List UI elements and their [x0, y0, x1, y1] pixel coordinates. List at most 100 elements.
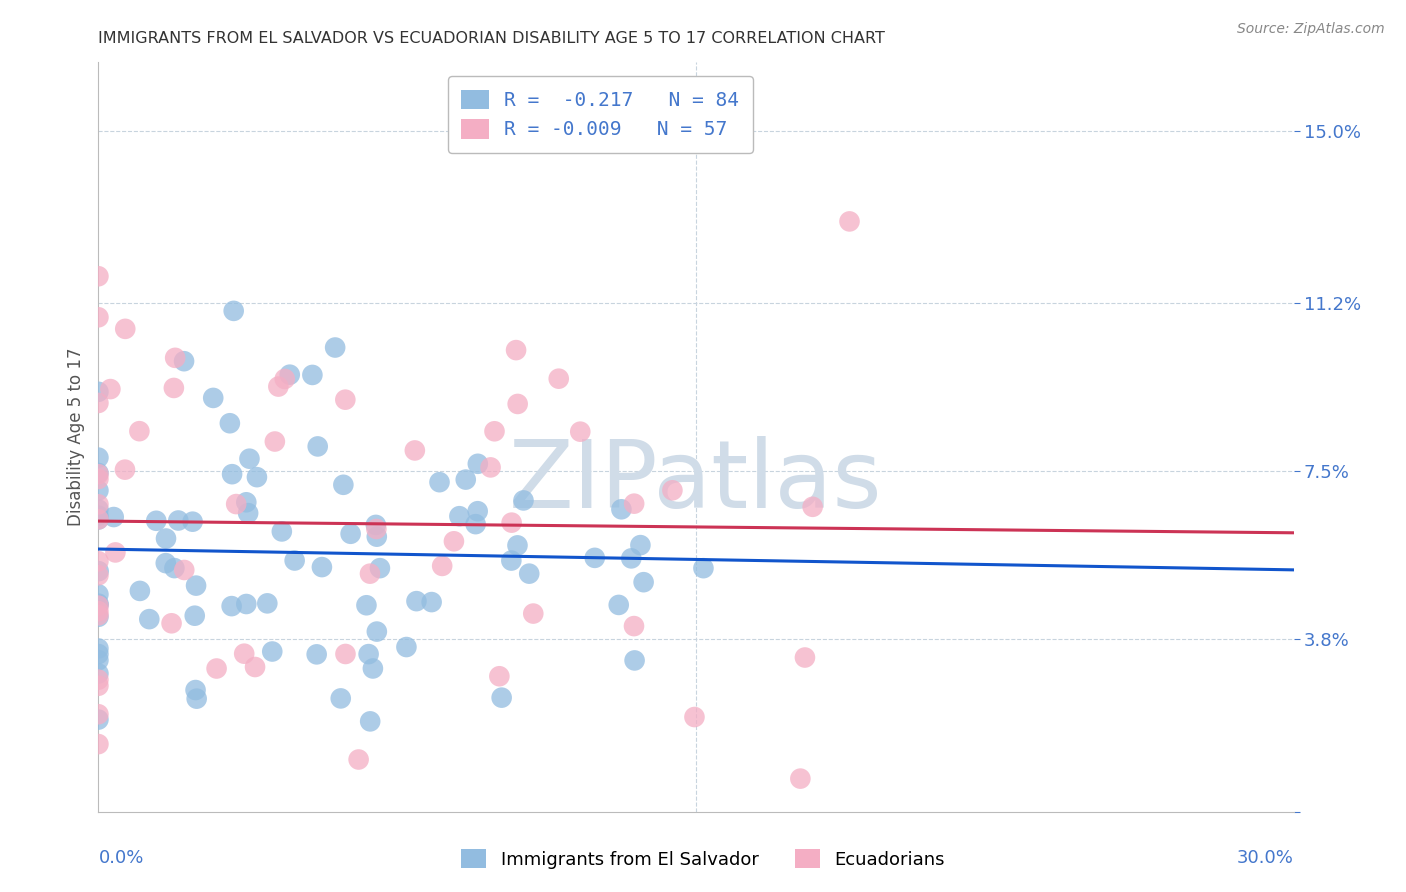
Point [87, 508, 110, 523]
Point [339, 526, 361, 541]
Point [405, 594, 427, 608]
Point [838, 214, 860, 228]
Point [262, 644, 284, 658]
Point [256, 596, 278, 610]
Point [505, 343, 527, 357]
Point [347, 752, 370, 766]
Point [87, 384, 110, 399]
Point [202, 391, 225, 405]
Point [87, 483, 110, 498]
Point [160, 616, 183, 631]
Point [361, 661, 384, 675]
Point [87, 512, 110, 526]
Point [128, 424, 150, 438]
Point [87, 564, 110, 578]
Point [801, 500, 824, 514]
Point [87, 641, 110, 656]
Point [221, 467, 243, 482]
Point [104, 545, 127, 559]
Point [184, 579, 207, 593]
Point [225, 497, 247, 511]
Point [87, 609, 110, 624]
Point [305, 648, 328, 662]
Point [620, 551, 643, 566]
Point [420, 595, 443, 609]
Point [661, 483, 683, 498]
Point [128, 583, 150, 598]
Point [87, 713, 110, 727]
Point [87, 587, 110, 601]
Text: Source: ZipAtlas.com: Source: ZipAtlas.com [1237, 22, 1385, 37]
Point [467, 504, 489, 518]
Point [103, 510, 125, 524]
Point [167, 514, 190, 528]
Point [87, 396, 110, 410]
Point [100, 382, 122, 396]
Point [114, 463, 136, 477]
Point [307, 439, 329, 453]
Point [356, 599, 378, 613]
Point [789, 772, 811, 786]
Point [484, 424, 506, 438]
Point [87, 679, 110, 693]
Point [155, 532, 177, 546]
Point [274, 372, 297, 386]
Text: ZIPatlas: ZIPatlas [509, 436, 883, 528]
Point [501, 516, 523, 530]
Point [205, 661, 228, 675]
Point [357, 647, 380, 661]
Point [87, 707, 110, 722]
Point [454, 473, 477, 487]
Point [87, 310, 110, 325]
Text: 30.0%: 30.0% [1237, 849, 1294, 867]
Point [87, 450, 110, 465]
Point [284, 553, 307, 567]
Point [184, 608, 207, 623]
Point [165, 351, 187, 365]
Point [633, 575, 655, 590]
Point [335, 647, 357, 661]
Point [163, 381, 186, 395]
Point [359, 566, 381, 581]
Point [114, 322, 136, 336]
Point [236, 506, 259, 520]
Point [366, 522, 388, 536]
Point [235, 597, 257, 611]
Point [623, 653, 645, 667]
Point [583, 550, 606, 565]
Point [610, 502, 633, 516]
Point [623, 497, 645, 511]
Y-axis label: Disability Age 5 to 17: Disability Age 5 to 17 [66, 348, 84, 526]
Point [87, 673, 110, 687]
Point [87, 512, 110, 526]
Point [488, 669, 510, 683]
Point [87, 597, 110, 611]
Point [263, 434, 285, 449]
Point [359, 714, 381, 729]
Point [404, 443, 426, 458]
Point [491, 690, 513, 705]
Point [323, 341, 346, 355]
Point [430, 558, 453, 573]
Point [221, 599, 243, 614]
Point [87, 737, 110, 751]
Text: IMMIGRANTS FROM EL SALVADOR VS ECUADORIAN DISABILITY AGE 5 TO 17 CORRELATION CHA: IMMIGRANTS FROM EL SALVADOR VS ECUADORIA… [98, 31, 886, 46]
Point [267, 379, 290, 393]
Point [87, 608, 110, 623]
Point [87, 647, 110, 661]
Point [181, 515, 204, 529]
Point [87, 666, 110, 681]
Point [547, 372, 569, 386]
Point [243, 660, 266, 674]
Point [87, 554, 110, 568]
Point [270, 524, 292, 539]
Point [512, 493, 534, 508]
Point [278, 368, 301, 382]
Point [222, 304, 245, 318]
Point [301, 368, 323, 382]
Point [238, 451, 260, 466]
Point [145, 514, 167, 528]
Point [87, 466, 110, 480]
Point [517, 566, 540, 581]
Point [569, 425, 592, 439]
